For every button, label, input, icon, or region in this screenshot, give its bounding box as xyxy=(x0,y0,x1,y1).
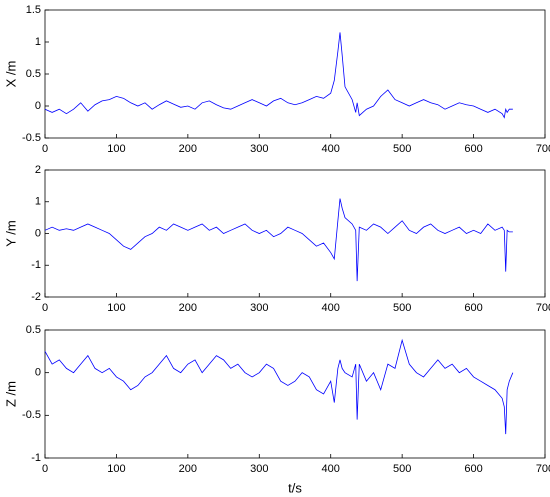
x-tick-label: 300 xyxy=(250,302,268,314)
data-line xyxy=(44,198,513,282)
x-tick-label: 400 xyxy=(322,302,340,314)
x-tick-label: 700 xyxy=(536,143,550,155)
x-tick-label: 500 xyxy=(393,302,411,314)
axes-box xyxy=(44,9,546,139)
y-tick-label: -1 xyxy=(31,452,41,464)
x-tick-label: 300 xyxy=(250,463,268,475)
x-tick-label: 0 xyxy=(42,302,48,314)
y-tick-label: -2 xyxy=(31,291,41,303)
x-tick-label: 0 xyxy=(42,143,48,155)
y-tick-label: -1 xyxy=(31,259,41,271)
axes-box xyxy=(44,169,546,298)
x-tick-label: 600 xyxy=(464,143,482,155)
y-axis-label: Y /m xyxy=(3,220,18,247)
y-tick-label: 2 xyxy=(35,164,41,176)
x-tick-label: 200 xyxy=(179,302,197,314)
data-line xyxy=(44,338,514,435)
x-tick-label: 100 xyxy=(107,463,125,475)
x-tick-label: 700 xyxy=(536,463,550,475)
x-tick-label: 100 xyxy=(107,143,125,155)
x-tick-label: 300 xyxy=(250,143,268,155)
y-axis-label: X /m xyxy=(3,61,18,88)
y-axis-label: Z /m xyxy=(3,381,18,407)
y-tick-label: 1 xyxy=(35,196,41,208)
x-tick-label: 400 xyxy=(322,463,340,475)
x-tick-label: 500 xyxy=(393,463,411,475)
x-tick-label: 600 xyxy=(464,302,482,314)
x-tick-label: 500 xyxy=(393,143,411,155)
y-tick-label: 0 xyxy=(35,367,41,379)
x-tick-label: 700 xyxy=(536,302,550,314)
y-tick-label: -0.5 xyxy=(22,409,41,421)
y-tick-label: 0.5 xyxy=(26,324,41,336)
y-tick-label: 1 xyxy=(35,36,41,48)
x-tick-label: 200 xyxy=(179,143,197,155)
data-line xyxy=(44,32,513,119)
x-tick-label: 600 xyxy=(464,463,482,475)
x-tick-label: 400 xyxy=(322,143,340,155)
axes-box xyxy=(44,329,546,459)
y-tick-label: -0.5 xyxy=(22,132,41,144)
y-tick-label: 0 xyxy=(35,227,41,239)
y-tick-label: 0 xyxy=(35,100,41,112)
x-tick-label: 100 xyxy=(107,302,125,314)
x-tick-label: 200 xyxy=(179,463,197,475)
y-tick-label: 1.5 xyxy=(26,4,41,16)
x-axis-label: t/s xyxy=(288,480,302,495)
y-tick-label: 0.5 xyxy=(26,68,41,80)
x-tick-label: 0 xyxy=(42,463,48,475)
